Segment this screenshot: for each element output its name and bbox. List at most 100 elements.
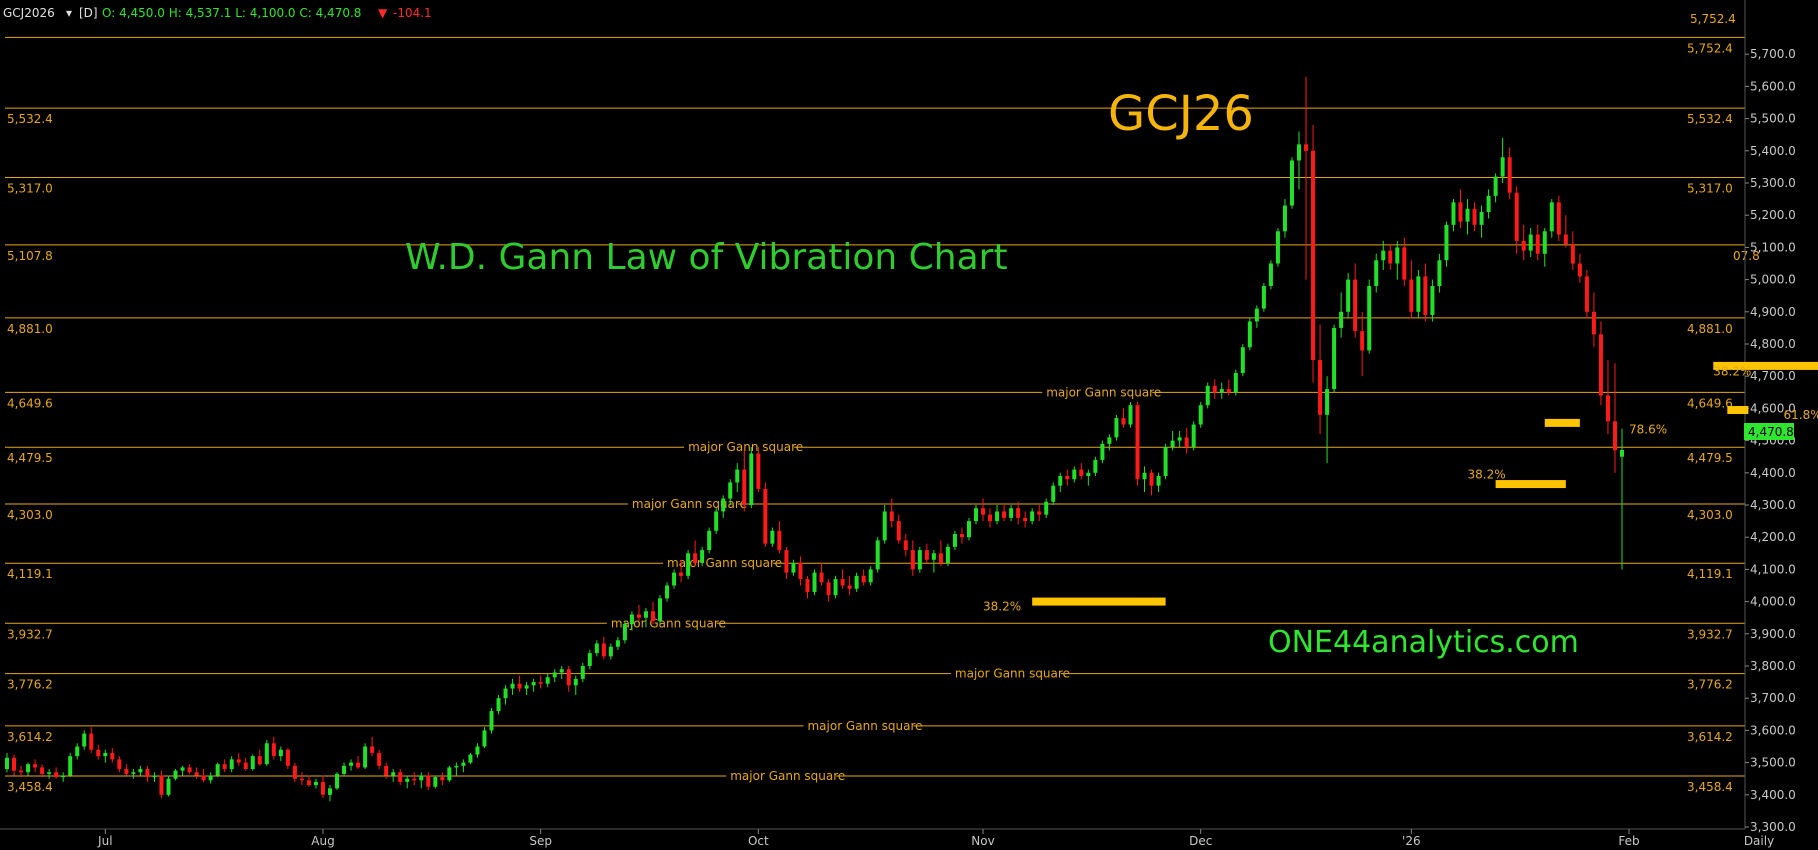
candle-body — [1479, 211, 1484, 225]
candle-body — [320, 781, 325, 795]
candle-body — [651, 611, 655, 621]
candle-body — [152, 775, 157, 778]
level-label-left: 4,303.0 — [7, 508, 53, 522]
candle-body — [714, 511, 719, 531]
candle-body — [398, 772, 403, 782]
candle-body — [1430, 286, 1435, 316]
candle-body — [770, 530, 775, 544]
candle-body — [1388, 250, 1393, 264]
candle-body — [1311, 150, 1316, 361]
candle-body — [1612, 421, 1617, 451]
candle-body — [693, 553, 698, 563]
candle-body — [313, 781, 318, 786]
candle-body — [1514, 192, 1519, 241]
candle-body — [61, 775, 66, 778]
level-label-right: 5,752.4 — [1687, 41, 1733, 55]
candle-body — [68, 756, 73, 776]
y-tick-label: 4,000.0 — [1750, 595, 1796, 609]
candle-body — [243, 762, 248, 770]
candle-body — [1318, 360, 1323, 415]
candle-body — [1191, 424, 1196, 448]
candle-body — [1226, 389, 1231, 393]
candle-body — [187, 767, 192, 773]
chevron-down-icon[interactable]: ▾ — [66, 6, 72, 20]
watermark: ONE44analytics.com — [1268, 625, 1579, 660]
candle-body — [1472, 208, 1477, 225]
candle-body — [1556, 202, 1561, 235]
candle-body — [524, 685, 529, 689]
level-label-left: 4,119.1 — [7, 567, 53, 581]
y-tick-label: 3,600.0 — [1750, 723, 1796, 737]
header-interval[interactable]: [D] — [79, 6, 98, 20]
candle-body — [391, 772, 396, 776]
x-tick-label: Nov — [971, 834, 994, 848]
candle-body — [138, 769, 143, 773]
candle-body — [1444, 224, 1449, 261]
candle-body — [75, 746, 80, 757]
candle-body — [1451, 202, 1456, 225]
candle-body — [1584, 276, 1589, 312]
fib-marker — [1544, 418, 1580, 427]
candle-body — [580, 666, 585, 679]
candle-body — [1402, 247, 1407, 280]
gann-levels: 5,752.4 5,532.4 5,532.4 5,317.0 5,317.0 5,107… — [5, 12, 1760, 794]
candle-body — [1086, 472, 1091, 477]
candle-body — [447, 767, 452, 781]
candle-body — [1423, 276, 1428, 316]
candle-body — [250, 756, 255, 770]
candle-body — [201, 775, 206, 781]
y-tick-label: 3,300.0 — [1750, 820, 1796, 834]
candle-body — [1542, 231, 1547, 254]
candle-body — [903, 540, 908, 551]
candle-body — [1598, 334, 1603, 396]
candle-body — [1332, 327, 1337, 390]
level-label-left: 3,776.2 — [7, 678, 53, 692]
candle-body — [763, 488, 768, 544]
last-price-tag-box — [1744, 423, 1794, 440]
level-label-left: 5,107.8 — [7, 249, 53, 263]
candle-body — [952, 533, 957, 547]
candle-body — [145, 769, 150, 778]
candle-body — [1367, 286, 1372, 351]
fib-annotation: 38.2% — [983, 599, 1021, 613]
candle-body — [1149, 472, 1154, 486]
candle-body — [643, 611, 648, 618]
level-note: major Gann square — [730, 769, 845, 783]
candle-body — [1268, 263, 1273, 287]
candle-body — [1233, 372, 1238, 393]
candle-body — [819, 572, 824, 583]
candle-body — [615, 640, 620, 647]
candle-body — [1037, 511, 1042, 515]
candle-body — [1549, 202, 1554, 232]
candle-body — [173, 770, 178, 779]
level-note: major Gann square — [611, 616, 726, 630]
candle-body — [194, 772, 199, 776]
candle-body — [1346, 279, 1351, 312]
symbol-header: GCJ2026 ▾ [D] O: 4,450.0 H: 4,537.1 L: 4… — [3, 6, 432, 20]
candle-body — [180, 767, 185, 771]
candle-body — [545, 677, 550, 684]
level-note: major Gann square — [667, 556, 782, 570]
candle-body — [454, 765, 459, 768]
y-tick-label: 4,200.0 — [1750, 530, 1796, 544]
candle-body — [1409, 279, 1414, 312]
candle-body — [826, 582, 831, 596]
candle-body — [622, 624, 627, 641]
candle-body — [306, 780, 311, 786]
candle-body — [1339, 311, 1344, 328]
annotations: 38.2%38.2%78.6%38.2%61.8%38.2%38.2%78.6%… — [983, 364, 1818, 613]
fib-annotation: 61.8% — [1784, 408, 1818, 422]
chart-title: W.D. Gann Law of Vibration Chart — [405, 237, 1008, 278]
candle-body — [1275, 231, 1280, 264]
ticker-title: GCJ26 — [1108, 86, 1254, 142]
candle-body — [1620, 450, 1624, 457]
level-note-bg — [627, 496, 738, 511]
candle-body — [658, 598, 663, 621]
level-label-left: 4,479.5 — [7, 451, 53, 465]
level-label-right: 07.8 — [1733, 249, 1760, 263]
candle-body — [1261, 286, 1266, 309]
level-label-right: 3,932.7 — [1687, 627, 1733, 641]
candle-body — [938, 553, 943, 563]
candle-body — [377, 752, 382, 766]
